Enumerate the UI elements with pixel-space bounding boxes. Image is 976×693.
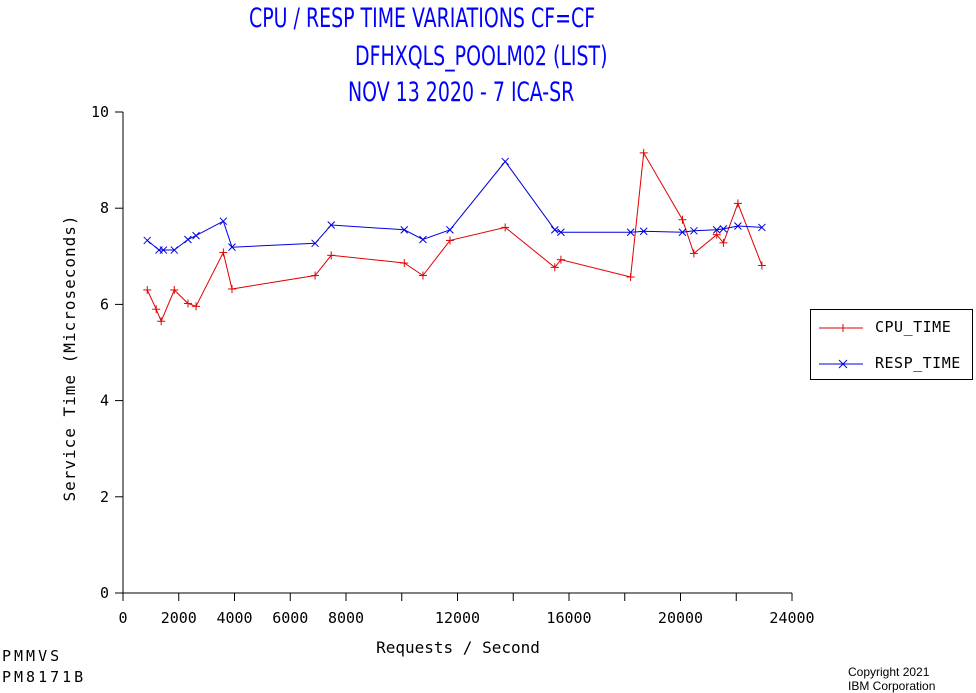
- x-tick-label: 16000: [546, 609, 591, 627]
- data-point: [501, 157, 510, 166]
- data-point: [689, 249, 698, 258]
- x-tick-label: 24000: [769, 609, 814, 627]
- data-point: [143, 285, 152, 294]
- data-point: [400, 225, 409, 234]
- data-point: [639, 227, 648, 236]
- data-point: [757, 261, 766, 270]
- y-tick-label: 6: [100, 295, 109, 313]
- footer-code-line1: PMMVS: [2, 647, 63, 665]
- data-point: [550, 225, 559, 234]
- x-tick-label: 20000: [658, 609, 703, 627]
- data-point: [501, 223, 510, 232]
- y-tick-label: 4: [100, 392, 109, 410]
- chart-axes: 0 2 4 6 8 10 0 2000 4000 6000 8000 12000 16000 20000 2…: [91, 103, 815, 627]
- data-point: [311, 271, 320, 280]
- data-point: [170, 285, 179, 294]
- data-point: [311, 239, 319, 248]
- data-point: [219, 217, 228, 226]
- data-point: [170, 246, 179, 254]
- data-point: [690, 226, 698, 235]
- copyright-line1: Copyright 2021: [848, 665, 930, 679]
- series-resp-time: [143, 157, 766, 254]
- y-axis-label: Service Time (Microseconds): [60, 214, 79, 501]
- data-point: [626, 272, 635, 281]
- y-tick-label: 8: [100, 199, 109, 217]
- data-point: [327, 251, 336, 260]
- data-point: [678, 228, 687, 237]
- data-point: [152, 305, 161, 314]
- x-tick-label: 6000: [272, 609, 308, 627]
- data-point: [418, 271, 427, 280]
- data-point: [678, 215, 687, 224]
- data-point: [184, 235, 192, 244]
- copyright-line2: IBM Corporation: [848, 679, 936, 693]
- legend-swatch-cpu-time: [819, 324, 863, 332]
- legend-item-cpu-time: CPU_TIME: [819, 318, 969, 338]
- x-tick-label: 8000: [328, 609, 364, 627]
- chart-title-line1: CPU / RESP TIME VARIATIONS CF=CF: [249, 3, 596, 34]
- data-point: [419, 235, 427, 244]
- data-point: [733, 199, 742, 208]
- data-point: [550, 263, 559, 272]
- data-point: [192, 302, 201, 311]
- series-line: [146, 160, 762, 251]
- data-point: [712, 230, 721, 239]
- data-point: [719, 225, 728, 233]
- data-point: [143, 236, 152, 245]
- data-point: [183, 299, 192, 308]
- data-point: [719, 238, 728, 247]
- data-point: [556, 255, 565, 264]
- footer-code-line2: PM8171B: [2, 668, 87, 686]
- series-line: [146, 151, 763, 323]
- series-cpu-time: [143, 148, 766, 326]
- legend-label-resp-time: RESP_TIME: [875, 354, 961, 372]
- data-point: [557, 228, 565, 237]
- x-tick-label: 12000: [435, 609, 480, 627]
- data-point: [734, 222, 742, 230]
- legend-label-cpu-time: CPU_TIME: [875, 318, 952, 336]
- series-layer: [143, 148, 766, 326]
- copyright-notice: Copyright 2021 IBM Corporation: [848, 665, 935, 693]
- legend: CPU_TIME RESP_TIME: [810, 309, 973, 380]
- data-point: [219, 248, 228, 257]
- x-tick-label: 2000: [161, 609, 197, 627]
- data-point: [227, 285, 236, 294]
- legend-swatch-resp-time: [819, 359, 863, 369]
- data-point: [327, 221, 336, 229]
- x-tick-label: 4000: [216, 609, 252, 627]
- y-tick-label: 10: [91, 103, 109, 121]
- y-tick-label: 0: [100, 584, 109, 602]
- data-point: [228, 243, 236, 252]
- data-point: [626, 228, 635, 237]
- x-axis-label: Requests / Second: [376, 638, 540, 657]
- data-point: [157, 317, 166, 326]
- data-point: [400, 259, 409, 268]
- data-point: [192, 231, 200, 240]
- data-point: [712, 225, 721, 234]
- data-point: [758, 223, 766, 232]
- legend-item-resp-time: RESP_TIME: [819, 354, 969, 374]
- data-point: [159, 246, 168, 254]
- data-point: [446, 225, 454, 234]
- chart-title-line2: DFHXQLS_POOLM02 (LIST): [355, 41, 608, 72]
- x-tick-label: 0: [118, 609, 127, 627]
- data-point: [639, 148, 648, 157]
- y-tick-label: 2: [100, 488, 109, 506]
- chart-title-line3: NOV 13 2020 - 7 ICA-SR: [348, 77, 575, 108]
- data-point: [445, 236, 454, 245]
